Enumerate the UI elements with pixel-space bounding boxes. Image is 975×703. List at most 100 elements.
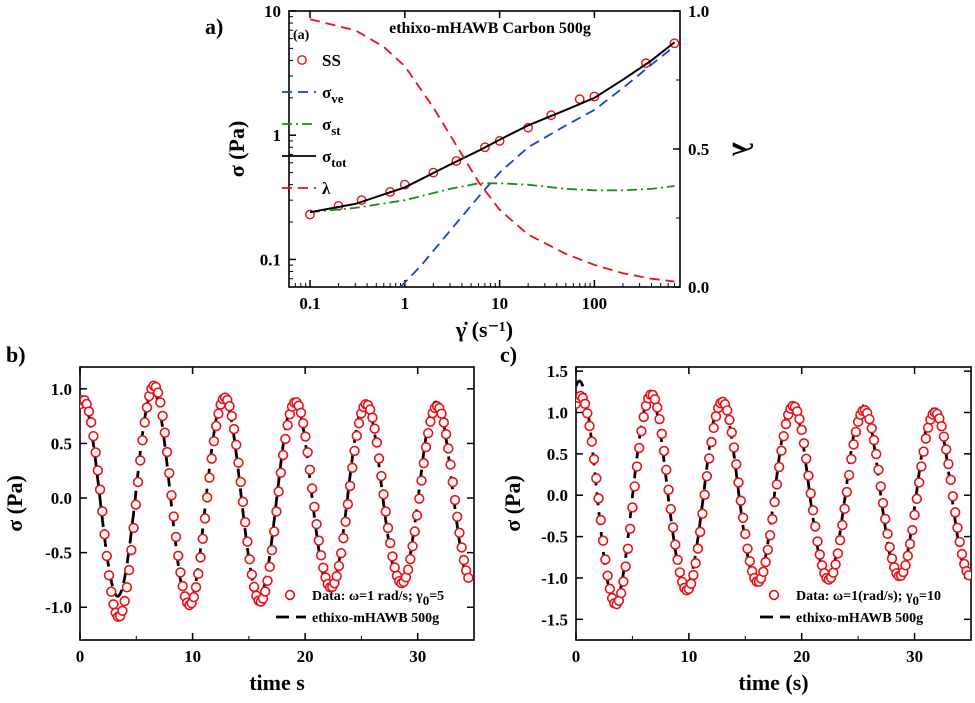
data-point (371, 437, 383, 448)
x-tick-label: 0 (76, 647, 85, 666)
data-point (449, 494, 461, 506)
plot-frame (575, 366, 972, 641)
data-point (103, 570, 115, 581)
plot-frame (79, 366, 475, 641)
y-axis-title: σ (Pa) (224, 121, 249, 178)
data-point (456, 542, 467, 553)
data-point (837, 519, 848, 531)
data-point (870, 448, 882, 460)
data-point (694, 526, 706, 538)
data-point (875, 481, 886, 492)
data-point (237, 496, 249, 508)
chart-panel-c: 0 10 20 30 -1.5 -1.0 -0.5 0.0 0.5 1.0 1.5 c) σ (Pa) t… (500, 342, 972, 695)
data-point (108, 599, 119, 610)
data-point (636, 425, 647, 437)
data-point (204, 472, 215, 483)
legend-marker (284, 589, 296, 601)
data-point (349, 445, 360, 457)
data-point (762, 544, 774, 555)
data-point-SS (669, 38, 680, 49)
data-point (622, 543, 634, 554)
data-point (262, 575, 273, 587)
data-point (667, 522, 679, 533)
data-point (351, 430, 362, 442)
data-point (438, 417, 450, 428)
data-point (271, 506, 282, 517)
x-tick-label: 100 (582, 294, 608, 313)
x-tick-label: 20 (793, 647, 810, 666)
data-point (798, 438, 810, 449)
data-point (135, 455, 146, 466)
data-point (447, 476, 458, 488)
data-point (884, 542, 895, 553)
legend-label: σve (322, 83, 344, 106)
data-point (846, 453, 857, 465)
data-point (949, 507, 961, 518)
data-point (742, 543, 753, 554)
data-point (342, 498, 354, 510)
label-subscript: st (331, 123, 341, 138)
series-line-stot (309, 41, 676, 214)
data-point (588, 454, 600, 465)
label-subscript: tot (331, 155, 347, 170)
legend-marker (297, 55, 307, 65)
y-tick-label: 0.5 (51, 434, 72, 453)
data-point (701, 471, 713, 482)
x-tick-label: 10 (184, 647, 201, 666)
data-point (595, 514, 607, 526)
data-point (268, 526, 280, 537)
data-point (206, 453, 217, 464)
data-point (128, 522, 139, 534)
data-point (246, 569, 258, 580)
legend-label: ethixo-mHAWB 500g (312, 611, 439, 626)
y-tick-label: 1.5 (547, 362, 568, 381)
data-point (440, 429, 452, 440)
data-point (130, 499, 142, 510)
data-point (627, 502, 638, 513)
legend-label: ethixo-mHAWB 500g (796, 611, 923, 626)
data-point (106, 586, 117, 597)
data-point (633, 442, 645, 454)
data-point (463, 572, 474, 584)
data-point (309, 501, 320, 513)
data-point (369, 423, 380, 434)
panel-label: c) (500, 342, 517, 367)
data-point (758, 566, 769, 577)
data-point-SS (480, 142, 490, 153)
y-tick-label: 0.0 (547, 486, 568, 505)
panel-label: a) (205, 14, 223, 39)
data-point (631, 461, 643, 472)
label-main: ethixo-mHAWB 500g (796, 611, 923, 626)
label-main: σ (322, 147, 332, 166)
data-point (579, 398, 591, 409)
data-point (665, 503, 676, 515)
data-point (195, 552, 206, 563)
data-point (226, 410, 237, 422)
legend-label: Data: ω=1 rad/s; γ0=5 (312, 589, 444, 608)
label-subscript: 0 (913, 593, 920, 608)
y-right-tick-label: 0.0 (688, 278, 709, 297)
y-tick-label: 0.1 (260, 250, 281, 269)
label-main: Data: ω=1(rad/s); γ (796, 589, 913, 604)
data-point (886, 553, 898, 564)
data-point (367, 412, 378, 423)
data-point (954, 536, 965, 548)
data-point (121, 582, 133, 593)
data-point (593, 493, 604, 504)
data-point (405, 553, 416, 565)
data-point (909, 509, 920, 521)
panel-label: b) (6, 342, 26, 367)
data-point (771, 479, 783, 490)
label-suffix: =10 (919, 589, 941, 604)
data-point (956, 548, 968, 560)
data-point (724, 414, 735, 426)
data-point (839, 503, 850, 515)
data-point (389, 562, 400, 573)
data-point (864, 413, 875, 425)
data-point (805, 488, 816, 499)
data-point (168, 511, 179, 522)
data-point-SS (641, 58, 651, 69)
data-point (740, 528, 751, 540)
inner-panel-label: (a) (293, 28, 310, 43)
